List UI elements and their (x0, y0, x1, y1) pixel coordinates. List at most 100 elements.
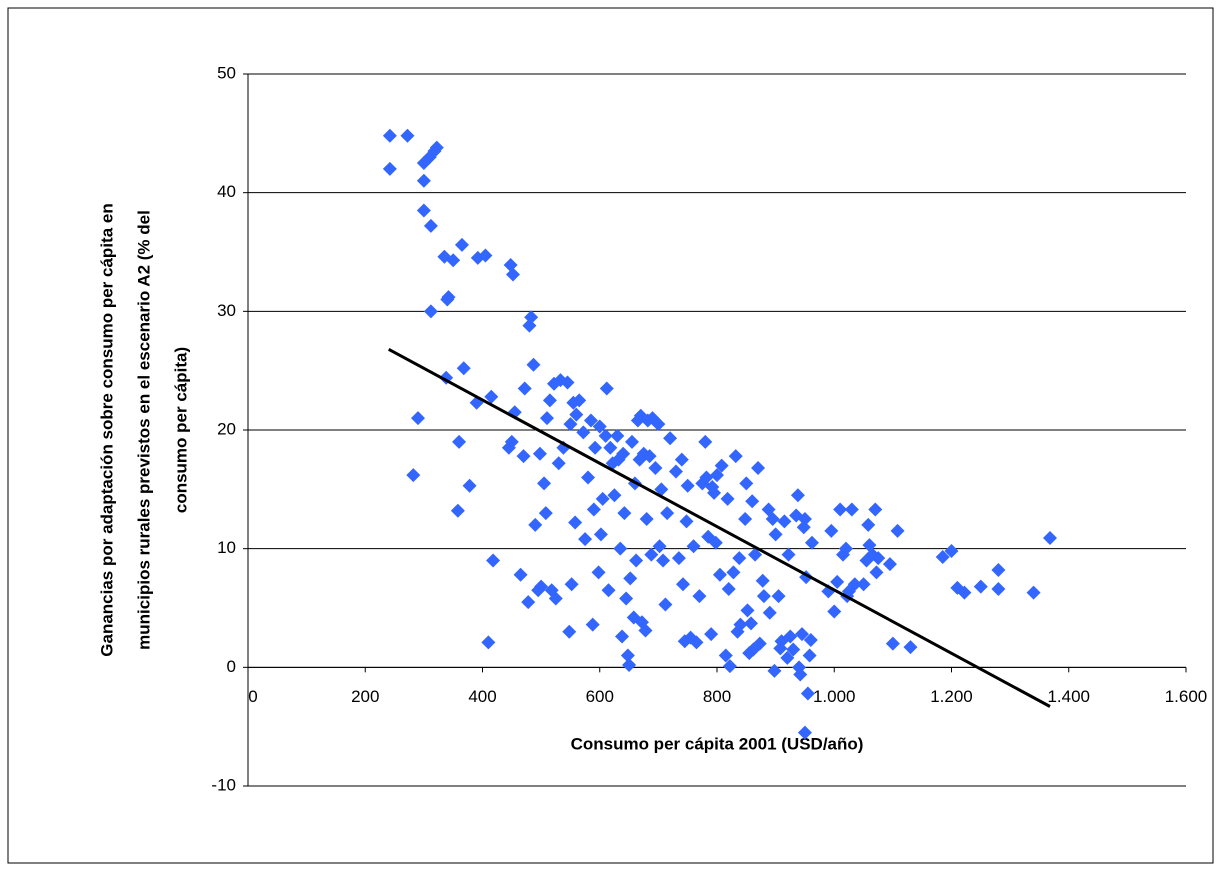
x-axis-label: Consumo per cápita 2001 (USD/año) (571, 734, 864, 753)
scatter-point (751, 460, 766, 475)
scatter-point (800, 686, 815, 701)
scatter-point (416, 203, 431, 218)
scatter-point (598, 428, 613, 443)
scatter-point (585, 617, 600, 632)
scatter-point (452, 434, 467, 449)
scatter-point (642, 449, 657, 464)
scatter-point (548, 591, 563, 606)
x-tick-label: 1.200 (930, 687, 973, 706)
scatter-point (856, 577, 871, 592)
scatter-point (411, 411, 426, 426)
scatter-point (658, 597, 673, 612)
y-axis-label: Ganancias por adaptación sobre consumo p… (97, 203, 190, 656)
scatter-point (712, 567, 727, 582)
scatter-point (382, 128, 397, 143)
scatter-point (462, 478, 477, 493)
scatter-point (714, 458, 729, 473)
scatter-point (538, 506, 553, 521)
scatter-point (484, 389, 499, 404)
scatter-point (686, 539, 701, 554)
scatter-point (583, 413, 598, 428)
scatter-point (768, 527, 783, 542)
y-tick-label: 10 (217, 538, 236, 557)
scatter-point (771, 589, 786, 604)
scatter-point (507, 405, 522, 420)
scatter-point (504, 434, 519, 449)
scatter-point (882, 557, 897, 572)
scatter-point (833, 502, 848, 517)
scatter-point (521, 595, 536, 610)
scatter-point (738, 512, 753, 526)
scatter-point (481, 635, 496, 650)
scatter-point (869, 565, 884, 580)
scatter-point (707, 485, 722, 500)
scatter-point (739, 476, 754, 491)
scatter-point (1026, 585, 1041, 600)
y-tick-label: 40 (217, 182, 236, 201)
scatter-point (756, 589, 771, 604)
scatter-point (663, 431, 678, 446)
scatter-point (745, 494, 760, 509)
scatter-point (450, 503, 465, 518)
scatter-point (400, 128, 415, 143)
x-tick-label: 800 (703, 687, 731, 706)
scatter-point (795, 627, 810, 642)
scatter-point (623, 571, 638, 586)
x-tick-label: 0 (248, 687, 257, 706)
scatter-point (563, 417, 578, 432)
scatter-point (441, 290, 456, 305)
scatter-point (586, 502, 601, 517)
scatter-point (1042, 530, 1057, 545)
scatter-point (456, 361, 471, 376)
x-tick-label: 200 (351, 687, 379, 706)
scatter-point (944, 544, 959, 559)
y-label-line: Ganancias por adaptación sobre consumo p… (97, 203, 116, 656)
scatter-point (651, 417, 666, 432)
scatter-point (629, 553, 644, 568)
scatter-point (595, 491, 610, 506)
scatter-point (732, 551, 747, 566)
scatter-point (797, 512, 812, 526)
scatter-point (569, 407, 584, 422)
scatter-point (622, 657, 637, 672)
scatter-point (619, 591, 634, 606)
scatter-point (581, 470, 596, 485)
scatter-point (710, 468, 724, 483)
scatter-point (660, 506, 675, 521)
x-tick-label: 1.000 (813, 687, 856, 706)
scatter-point (733, 617, 748, 632)
x-tick-label: 600 (586, 687, 614, 706)
scatter-point (652, 539, 667, 554)
scatter-point (868, 502, 883, 517)
scatter-point (744, 616, 759, 631)
scatter-point (607, 488, 622, 503)
scatter-point (671, 551, 686, 566)
scatter-point (603, 440, 618, 455)
scatter-point (615, 629, 630, 644)
scatter-point (528, 517, 543, 532)
scatter-point (692, 589, 707, 604)
scatter-point (537, 476, 552, 491)
scatter-point (728, 449, 743, 464)
scatter-point (656, 553, 671, 568)
scatter-point (935, 549, 950, 564)
y-tick-label: 30 (217, 301, 236, 320)
scatter-point (838, 541, 853, 556)
scatter-point (429, 140, 444, 155)
scatter-point (824, 523, 839, 538)
scatter-point (505, 267, 520, 282)
scatter-point (679, 514, 694, 529)
scatter-point (416, 173, 431, 188)
scatter-point (539, 411, 554, 426)
scatter-point (616, 446, 631, 461)
scatter-point (871, 551, 886, 566)
scatter-point (534, 579, 549, 594)
scatter-point (720, 491, 735, 506)
scatter-point (478, 248, 493, 263)
scatter-point (593, 527, 608, 542)
scatter-point (790, 488, 805, 503)
scatter-point (718, 648, 733, 663)
scatter-point (780, 650, 795, 665)
scatter-point (406, 468, 421, 483)
